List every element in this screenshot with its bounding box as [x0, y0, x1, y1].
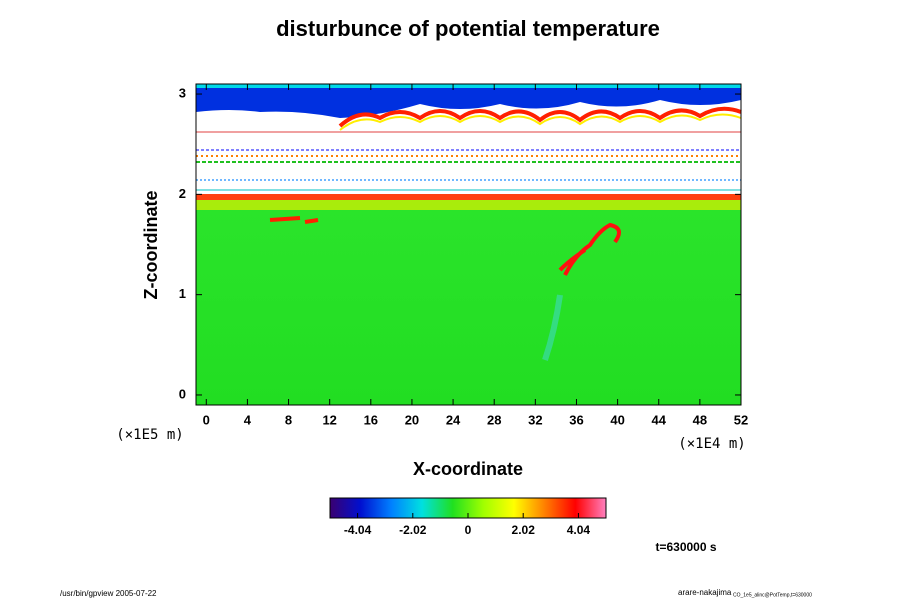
- y-unit: (×1E5 m): [116, 427, 183, 443]
- x-tick-label: 32: [528, 412, 542, 427]
- chart-title: disturbunce of potential temperature: [276, 16, 660, 41]
- x-tick-label: 40: [610, 412, 624, 427]
- x-tick-label: 24: [446, 412, 461, 427]
- y-tick-label: 1: [179, 286, 186, 301]
- x-axis-label: X-coordinate: [413, 459, 523, 479]
- x-tick-label: 48: [693, 412, 707, 427]
- x-tick-label: 36: [569, 412, 583, 427]
- x-tick-label: 8: [285, 412, 292, 427]
- colorbar-tick-label: 0: [465, 523, 472, 537]
- colorbar-tick-label: -2.02: [399, 523, 427, 537]
- annotation: t=630000 s: [655, 540, 716, 554]
- y-tick-label: 3: [179, 85, 186, 100]
- x-unit: (×1E4 m): [678, 436, 745, 452]
- colorbar-tick-label: 4.04: [567, 523, 591, 537]
- x-tick-label: 44: [652, 412, 667, 427]
- x-tick-label: 28: [487, 412, 501, 427]
- y-axis-label: Z-coordinate: [141, 190, 161, 299]
- footer-right-small: CO_1e5_alinc@PotTemp,t=630000: [733, 592, 812, 598]
- field: [196, 84, 742, 405]
- x-tick-label: 20: [405, 412, 419, 427]
- colorbar-tick-label: -4.04: [344, 523, 372, 537]
- x-tick-label: 52: [734, 412, 748, 427]
- plot-frame: [195, 83, 742, 406]
- x-tick-label: 4: [244, 412, 252, 427]
- colorbar-tick-label: 2.02: [512, 523, 536, 537]
- x-tick-label: 16: [364, 412, 378, 427]
- footer-right: arare-nakajima: [678, 588, 732, 597]
- y-tick-label: 0: [179, 386, 186, 401]
- x-tick-label: 12: [322, 412, 336, 427]
- footer-left: /usr/bin/gpview 2005-07-22: [60, 589, 157, 598]
- x-tick-label: 0: [203, 412, 210, 427]
- y-tick-label: 2: [179, 186, 186, 201]
